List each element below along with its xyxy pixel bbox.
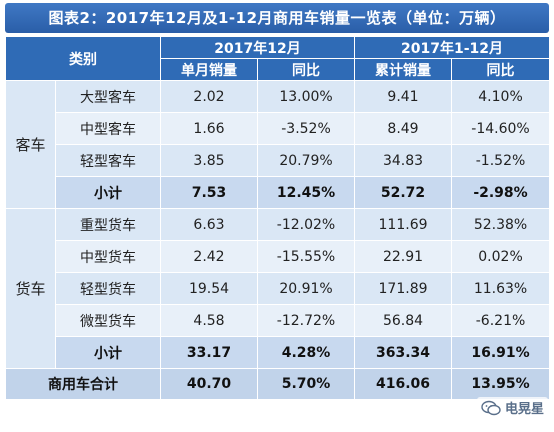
yoy-ytd-cell: 0.02% [451, 240, 551, 273]
subtotal-ytd: 363.34 [354, 336, 453, 369]
subtotal-row: 小计 7.53 12.45% 52.72 -2.98% [6, 176, 551, 209]
cum-sales-cell: 34.83 [354, 144, 453, 177]
vehicle-type: 大型客车 [55, 80, 161, 113]
yoy-month-cell: -12.02% [256, 208, 356, 241]
yoy-month-cell: -15.55% [256, 240, 356, 273]
header-cum-sales: 累计销量 [354, 58, 453, 81]
table-row: 中型客车 1.66 -3.52% 8.49 -14.60% [6, 112, 551, 145]
header-monthly-sales: 单月销量 [160, 58, 258, 81]
vehicle-type: 中型货车 [55, 240, 161, 273]
wechat-icon [481, 400, 501, 415]
monthly-sales-cell: 6.63 [160, 208, 258, 241]
monthly-sales-cell: 19.54 [160, 272, 258, 305]
group-label: 货车 [5, 208, 56, 369]
brand-name: 电晃星 [504, 402, 544, 417]
subtotal-label: 小计 [55, 176, 161, 209]
yoy-month-cell: 20.91% [256, 272, 356, 305]
total-month-yoy: 5.70% [256, 368, 356, 400]
total-ytd-yoy: 13.95% [451, 368, 551, 400]
subtotal-month: 33.17 [160, 336, 258, 369]
monthly-sales-cell: 4.58 [160, 304, 258, 337]
cum-sales-cell: 8.49 [354, 112, 453, 145]
yoy-ytd-cell: -1.52% [451, 144, 551, 177]
subtotal-ytd-yoy: 16.91% [451, 336, 551, 369]
yoy-month-cell: 13.00% [256, 80, 356, 113]
monthly-sales-cell: 2.02 [160, 80, 258, 113]
vehicle-type: 轻型货车 [55, 272, 161, 305]
yoy-ytd-cell: 4.10% [451, 80, 551, 113]
header-period-month: 2017年12月 [159, 36, 356, 59]
subtotal-ytd-yoy: -2.98% [451, 176, 551, 209]
subtotal-month-yoy: 4.28% [256, 336, 356, 369]
yoy-ytd-cell: -14.60% [451, 112, 551, 145]
yoy-month-cell: 20.79% [256, 144, 356, 177]
subtotal-row: 小计 33.17 4.28% 363.34 16.91% [6, 336, 551, 369]
yoy-month-cell: -12.72% [256, 304, 356, 337]
cum-sales-cell: 56.84 [354, 304, 453, 337]
header-yoy-ytd: 同比 [451, 58, 551, 81]
brand-watermark: 电晃星 [476, 397, 548, 418]
header-category: 类别 [5, 36, 161, 81]
yoy-ytd-cell: 11.63% [451, 272, 551, 305]
vehicle-type: 重型货车 [55, 208, 161, 241]
table-row: 中型货车 2.42 -15.55% 22.91 0.02% [6, 240, 551, 273]
vehicle-type: 轻型客车 [55, 144, 161, 177]
subtotal-month-yoy: 12.45% [256, 176, 356, 209]
yoy-ytd-cell: -6.21% [451, 304, 551, 337]
total-month: 40.70 [160, 368, 258, 400]
table-row: 轻型货车 19.54 20.91% 171.89 11.63% [6, 272, 551, 305]
vehicle-type: 微型货车 [55, 304, 161, 337]
table-body: 客车 大型客车 2.02 13.00% 9.41 4.10% 中型客车 1.66 -3.52% 8… [5, 80, 551, 400]
cum-sales-cell: 171.89 [354, 272, 453, 305]
monthly-sales-cell: 1.66 [160, 112, 258, 145]
table-row: 轻型客车 3.85 20.79% 34.83 -1.52% [6, 144, 551, 177]
header-period-ytd: 2017年1-12月 [354, 36, 551, 59]
cum-sales-cell: 111.69 [354, 208, 453, 241]
table-row: 客车 大型客车 2.02 13.00% 9.41 4.10% [5, 80, 551, 209]
total-label: 商用车合计 [5, 368, 161, 400]
monthly-sales-cell: 2.42 [160, 240, 258, 273]
cum-sales-cell: 9.41 [354, 80, 453, 113]
cum-sales-cell: 22.91 [354, 240, 453, 273]
table-row: 微型货车 4.58 -12.72% 56.84 -6.21% [6, 304, 551, 337]
yoy-ytd-cell: 52.38% [451, 208, 551, 241]
total-row: 商用车合计 40.70 5.70% 416.06 13.95% [5, 368, 551, 400]
yoy-month-cell: -3.52% [256, 112, 356, 145]
subtotal-ytd: 52.72 [354, 176, 453, 209]
table-title: 图表2：2017年12月及1-12月商用车销量一览表（单位：万辆） [5, 3, 549, 33]
total-ytd: 416.06 [354, 368, 453, 400]
monthly-sales-cell: 3.85 [160, 144, 258, 177]
vehicle-type: 中型客车 [55, 112, 161, 145]
subtotal-label: 小计 [55, 336, 161, 369]
subtotal-month: 7.53 [160, 176, 258, 209]
sales-table: 类别 2017年12月 2017年1-12月 单月销量 同比 累计销量 同比 客… [5, 36, 551, 400]
table-row: 货车 重型货车 6.63 -12.02% 111.69 52.38% [5, 208, 551, 369]
header-yoy-month: 同比 [256, 58, 356, 81]
group-label: 客车 [5, 80, 56, 209]
